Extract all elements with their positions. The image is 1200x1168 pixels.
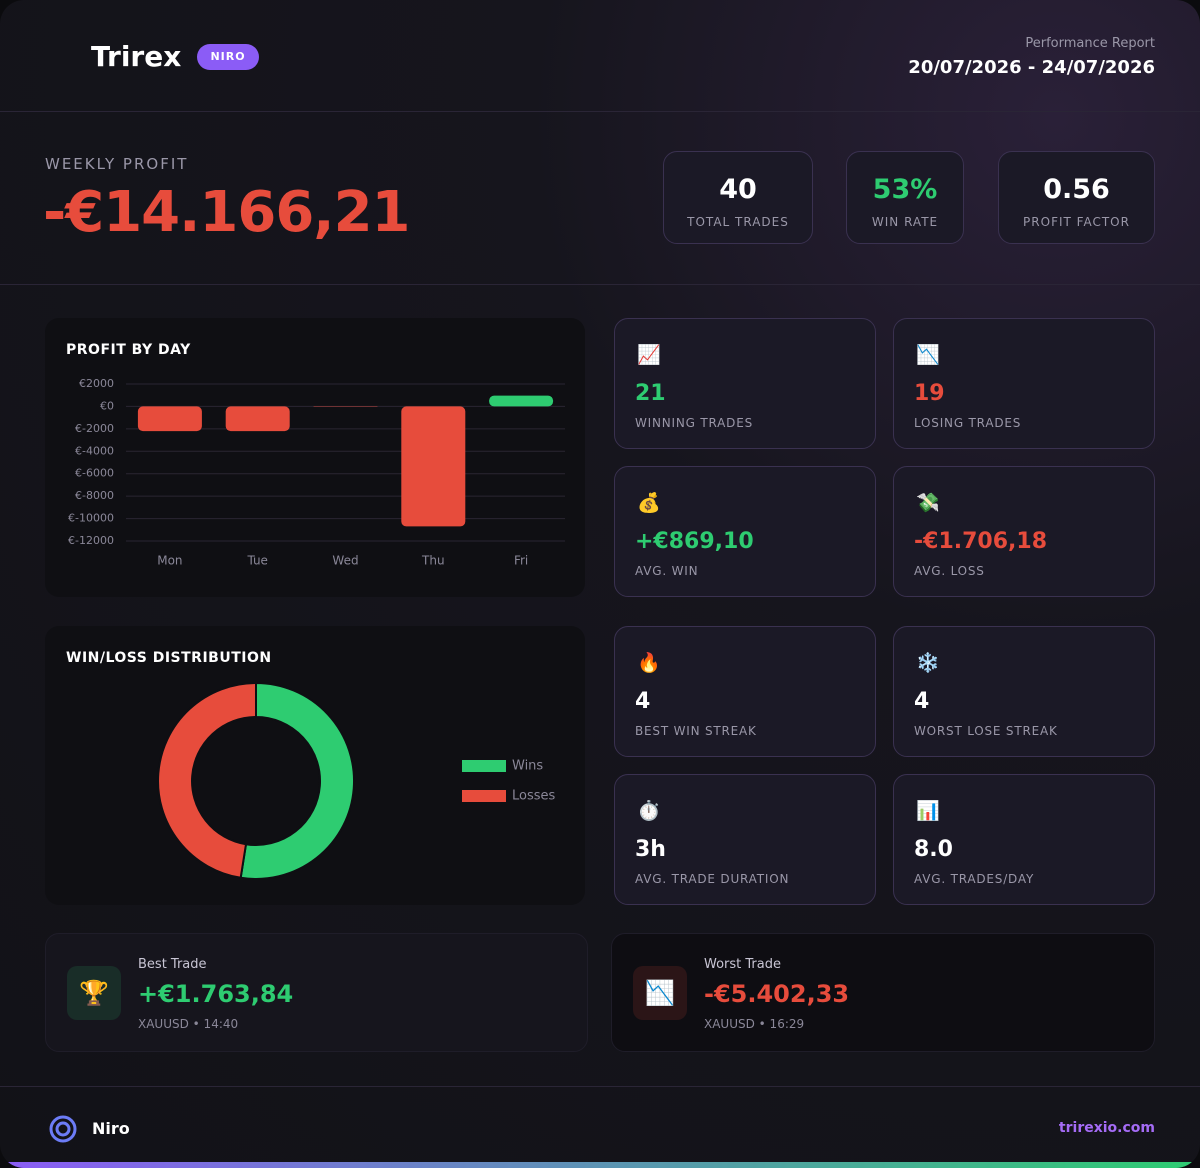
stat-icon: 📊 <box>916 800 940 822</box>
y-tick-label: €0 <box>100 399 114 412</box>
stat-card: ❄️ 4 WORST LOSE STREAK <box>893 626 1155 757</box>
donut-slice <box>157 681 257 879</box>
footer-logo <box>49 1115 77 1143</box>
trade-value: -€5.402,33 <box>704 980 850 1008</box>
kpi-card: 40 TOTAL TRADES <box>663 151 813 244</box>
divider <box>0 284 1200 285</box>
kpi-value: 40 <box>719 174 757 205</box>
x-tick-label: Fri <box>514 554 528 568</box>
footer-brand: Niro <box>92 1119 130 1138</box>
stat-value: 8.0 <box>914 837 953 862</box>
stat-card: 📊 8.0 AVG. TRADES/DAY <box>893 774 1155 905</box>
stat-card: 📈 21 WINNING TRADES <box>614 318 876 449</box>
stat-icon: 🔥 <box>637 652 661 674</box>
stat-icon: ⏱️ <box>637 800 661 822</box>
y-tick-label: €-8000 <box>75 489 114 502</box>
trade-icon: 📉 <box>633 966 687 1020</box>
kpi-label: TOTAL TRADES <box>687 215 789 229</box>
stat-value: +€869,10 <box>635 529 754 554</box>
y-tick-label: €-6000 <box>75 467 114 480</box>
footer-url: trirexio.com <box>1058 1120 1155 1136</box>
x-tick-label: Mon <box>157 554 182 568</box>
kpi-value: 53% <box>872 174 938 205</box>
stat-icon: 💰 <box>637 492 661 514</box>
legend-swatch <box>462 760 506 772</box>
y-tick-label: €-2000 <box>75 422 114 435</box>
y-tick-label: €-10000 <box>68 512 114 525</box>
trade-detail: XAUUSD • 16:29 <box>704 1017 805 1031</box>
stat-label: AVG. LOSS <box>914 564 985 578</box>
stat-card: 💰 +€869,10 AVG. WIN <box>614 466 876 597</box>
x-tick-label: Thu <box>421 554 445 568</box>
legend-label: Wins <box>512 759 543 774</box>
trade-card: 🏆 Best Trade +€1.763,84 XAUUSD • 14:40 <box>45 933 588 1052</box>
profit-label: WEEKLY PROFIT <box>45 155 189 173</box>
trade-label: Worst Trade <box>704 957 781 972</box>
stat-label: BEST WIN STREAK <box>635 724 757 738</box>
stat-card: 💸 -€1.706,18 AVG. LOSS <box>893 466 1155 597</box>
stat-label: AVG. WIN <box>635 564 699 578</box>
accent-bar <box>0 1162 1200 1168</box>
bar <box>137 406 202 432</box>
kpi-label: PROFIT FACTOR <box>1023 215 1130 229</box>
report-label: Performance Report <box>1025 36 1155 51</box>
stat-value: 3h <box>635 837 666 862</box>
badge: NIRO <box>197 44 259 70</box>
brand: Trirex <box>91 40 182 73</box>
chart-card <box>45 318 585 597</box>
stat-value: 19 <box>914 381 945 406</box>
stat-card: ⏱️ 3h AVG. TRADE DURATION <box>614 774 876 905</box>
stat-label: AVG. TRADES/DAY <box>914 872 1035 886</box>
stat-value: 4 <box>635 689 651 714</box>
legend-label: Losses <box>512 789 556 804</box>
stat-icon: 📉 <box>916 344 940 366</box>
stat-label: AVG. TRADE DURATION <box>635 872 790 886</box>
y-tick-label: €-4000 <box>75 444 114 457</box>
stat-value: 4 <box>914 689 930 714</box>
x-tick-label: Tue <box>246 554 268 568</box>
bar <box>401 406 466 527</box>
x-tick-label: Wed <box>332 554 358 568</box>
y-tick-label: €2000 <box>79 377 114 390</box>
stat-icon: 📈 <box>637 344 661 366</box>
stat-card: 🔥 4 BEST WIN STREAK <box>614 626 876 757</box>
y-tick-label: €-12000 <box>68 534 114 547</box>
stat-label: WORST LOSE STREAK <box>914 724 1058 738</box>
chart-title: PROFIT BY DAY <box>66 342 191 358</box>
trade-detail: XAUUSD • 14:40 <box>138 1017 239 1031</box>
stat-icon: 💸 <box>916 492 940 514</box>
stat-value: -€1.706,18 <box>914 529 1047 554</box>
divider <box>0 111 1200 112</box>
trade-value: +€1.763,84 <box>138 980 294 1008</box>
stat-card: 📉 19 LOSING TRADES <box>893 318 1155 449</box>
bar <box>225 406 290 432</box>
legend-swatch <box>462 790 506 802</box>
trade-card: 📉 Worst Trade -€5.402,33 XAUUSD • 16:29 <box>611 933 1155 1052</box>
trade-label: Best Trade <box>138 957 207 972</box>
kpi-card: 53% WIN RATE <box>846 151 964 244</box>
kpi-card: 0.56 PROFIT FACTOR <box>998 151 1155 244</box>
chart-title: WIN/LOSS DISTRIBUTION <box>66 650 272 666</box>
stat-icon: ❄️ <box>916 652 940 674</box>
donut-slice <box>239 681 356 880</box>
profit-value: -€14.166,21 <box>43 180 411 245</box>
kpi-label: WIN RATE <box>871 215 939 229</box>
stat-label: LOSING TRADES <box>914 416 1022 430</box>
stat-value: 21 <box>635 381 666 406</box>
divider <box>0 1086 1200 1087</box>
trade-icon: 🏆 <box>67 966 121 1020</box>
stat-label: WINNING TRADES <box>635 416 754 430</box>
date-range: 20/07/2026 - 24/07/2026 <box>908 57 1155 78</box>
bar <box>489 395 554 407</box>
kpi-value: 0.56 <box>1043 174 1110 205</box>
